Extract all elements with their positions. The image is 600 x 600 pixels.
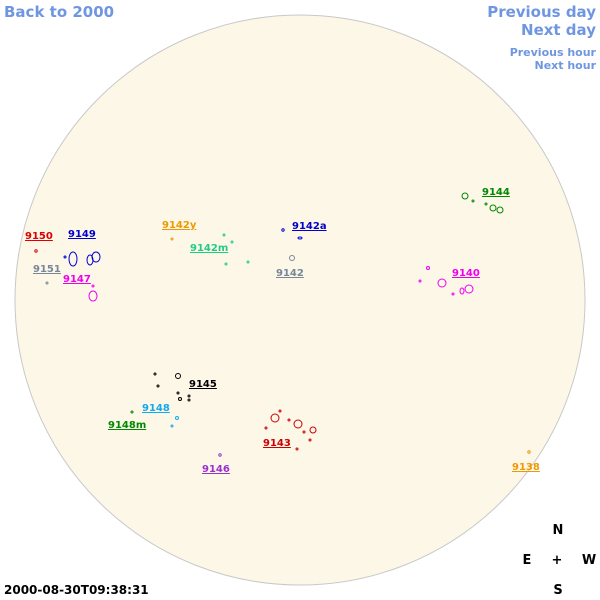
region-label[interactable]: 9142m bbox=[190, 243, 228, 254]
region-contour bbox=[281, 228, 285, 232]
region-contour bbox=[187, 394, 191, 398]
region: 9142 bbox=[276, 255, 304, 279]
region-contour bbox=[309, 426, 317, 434]
region-contour bbox=[63, 255, 67, 259]
region-contour bbox=[287, 418, 291, 422]
region: 9151 bbox=[33, 264, 61, 285]
region-contour bbox=[302, 430, 306, 434]
region: 9147 bbox=[63, 274, 98, 302]
region-contour bbox=[464, 284, 474, 294]
next-hour-link[interactable]: Next hour bbox=[535, 59, 597, 72]
region-contour bbox=[175, 373, 181, 379]
back-link[interactable]: Back to 2000 bbox=[4, 3, 114, 21]
region-contour bbox=[246, 260, 250, 264]
region-label[interactable]: 9142 bbox=[276, 268, 304, 279]
region-contour bbox=[91, 251, 101, 263]
region-contour bbox=[130, 410, 134, 414]
region: 9145 bbox=[153, 372, 217, 402]
region-contour bbox=[426, 266, 430, 270]
region-contour bbox=[437, 278, 447, 288]
region-label[interactable]: 9145 bbox=[189, 379, 217, 390]
region-contour bbox=[459, 287, 465, 295]
region-label[interactable]: 9138 bbox=[512, 462, 540, 473]
region: 9149 bbox=[63, 229, 101, 267]
region-label[interactable]: 9148m bbox=[108, 420, 146, 431]
region-label[interactable]: 9142a bbox=[292, 221, 327, 232]
region-label[interactable]: 9147 bbox=[63, 274, 91, 285]
region: 9144 bbox=[461, 187, 510, 214]
region-label[interactable]: 9142y bbox=[162, 220, 197, 231]
region: 9150 bbox=[25, 231, 53, 253]
region-contour bbox=[88, 290, 98, 302]
region-contour bbox=[297, 236, 303, 240]
region-label[interactable]: 9151 bbox=[33, 264, 61, 275]
region-contour bbox=[34, 249, 38, 253]
region-contour bbox=[289, 255, 295, 261]
region: 9142m bbox=[190, 233, 250, 266]
region-contour bbox=[45, 281, 49, 285]
region: 9148m bbox=[108, 410, 146, 431]
solar-disk bbox=[14, 14, 586, 586]
region-contour bbox=[153, 372, 157, 376]
compass-east: E bbox=[523, 553, 532, 568]
region-contour bbox=[68, 251, 78, 267]
region-contour bbox=[496, 206, 504, 214]
region-contour bbox=[218, 453, 222, 457]
region-contour bbox=[484, 202, 488, 206]
region-contour bbox=[295, 447, 299, 451]
region: 9140 bbox=[418, 266, 480, 296]
region-contour bbox=[156, 384, 160, 388]
region-contour bbox=[270, 413, 280, 423]
region-label[interactable]: 9149 bbox=[68, 229, 96, 240]
region-contour bbox=[176, 391, 180, 395]
region-contour bbox=[175, 416, 179, 420]
timestamp: 2000-08-30T09:38:31 bbox=[4, 583, 149, 597]
region-label[interactable]: 9143 bbox=[263, 438, 291, 449]
region-label[interactable]: 9144 bbox=[482, 187, 510, 198]
region-contour bbox=[170, 424, 174, 428]
region: 9142y bbox=[162, 220, 197, 241]
region-contour bbox=[224, 262, 228, 266]
region-contour bbox=[418, 279, 422, 283]
region-contour bbox=[264, 426, 268, 430]
compass-west: W bbox=[582, 553, 596, 568]
region: 9143 bbox=[263, 409, 317, 451]
previous-day-link[interactable]: Previous day bbox=[487, 3, 596, 21]
region-label[interactable]: 9150 bbox=[25, 231, 53, 242]
region-contour bbox=[278, 409, 282, 413]
region-contour bbox=[489, 204, 497, 212]
compass-center: + bbox=[552, 553, 563, 568]
region-label[interactable]: 9148 bbox=[142, 403, 170, 414]
region-contour bbox=[91, 284, 95, 288]
region-contour bbox=[222, 233, 226, 237]
previous-hour-link[interactable]: Previous hour bbox=[510, 46, 597, 59]
region-contour bbox=[187, 398, 191, 402]
region-contour bbox=[178, 397, 182, 401]
region-contour bbox=[461, 192, 469, 200]
region: 9138 bbox=[512, 450, 540, 473]
region-contour bbox=[527, 450, 531, 454]
region-contour bbox=[451, 292, 455, 296]
region-contour bbox=[293, 419, 303, 429]
region-contour bbox=[308, 438, 312, 442]
region: 9148 bbox=[142, 403, 179, 428]
region-contour bbox=[170, 237, 174, 241]
region-contour bbox=[471, 199, 475, 203]
region: 9146 bbox=[202, 453, 230, 475]
region: 9142a bbox=[281, 221, 327, 240]
region-label[interactable]: 9146 bbox=[202, 464, 230, 475]
region-label[interactable]: 9140 bbox=[452, 268, 480, 279]
next-day-link[interactable]: Next day bbox=[521, 21, 596, 39]
region-contour bbox=[230, 240, 234, 244]
compass-south: S bbox=[553, 583, 562, 598]
compass-north: N bbox=[553, 523, 564, 538]
